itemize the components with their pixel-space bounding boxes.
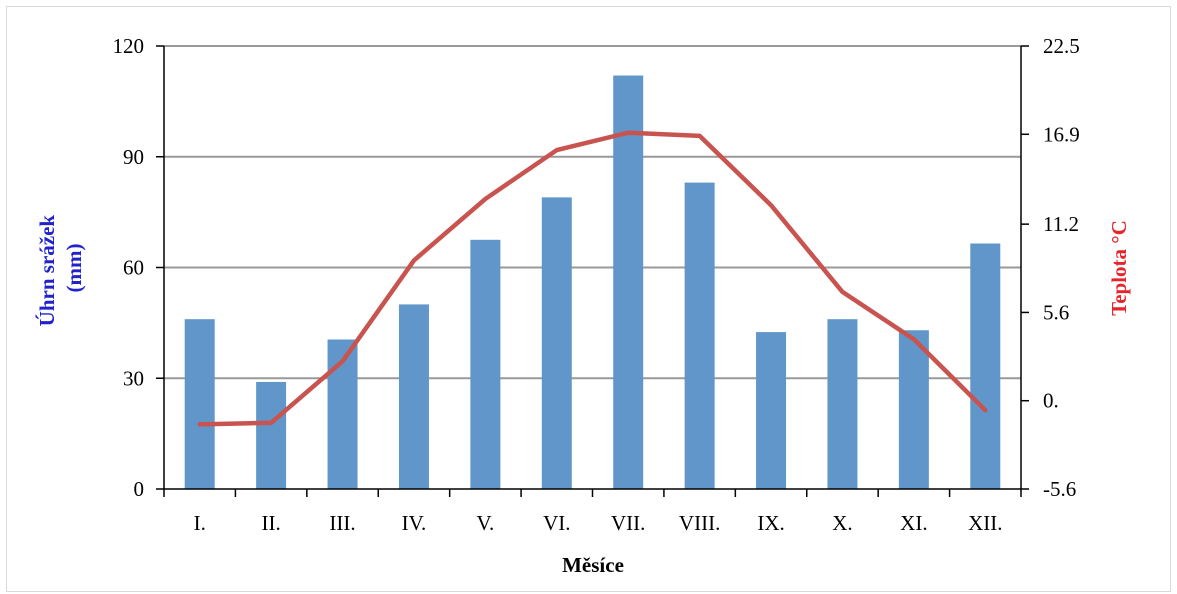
y-left-tick-label: 30	[123, 366, 144, 390]
y-right-tick-label: -5.6	[1043, 477, 1076, 501]
bar	[541, 197, 572, 489]
x-tick-label: II.	[262, 511, 281, 535]
line-series	[197, 130, 988, 427]
y-right-tick-label: 22.5	[1043, 34, 1080, 58]
y-axis-right-title: Teplota °C	[1107, 220, 1131, 316]
y-right-tick-label: 5.6	[1043, 300, 1069, 324]
bar	[470, 239, 501, 489]
y-left-tick-label: 60	[123, 256, 144, 280]
x-tick-labels: I. II. III. IV. V. VI. VII. VIII. IX. X. XI. XII.	[194, 511, 1003, 535]
y-axis-left-title: Úhrn srážek (mm)	[35, 210, 86, 327]
bar	[184, 319, 215, 489]
left-tick-labels: 0 30 60 90 120	[113, 34, 145, 501]
y-left-tick-label: 120	[113, 34, 145, 58]
y-axis-left-title-line-2: (mm)	[62, 244, 86, 293]
x-axis-title: Měsíce	[562, 553, 624, 577]
temperature-line	[197, 130, 988, 427]
bar	[827, 319, 858, 489]
x-tick-label: VIII.	[679, 511, 720, 535]
x-tick-label: I.	[194, 511, 206, 535]
right-tick-labels: -5.6 0. 5.6 11.2 16.9 22.5	[1043, 34, 1080, 501]
bar	[898, 330, 929, 489]
gridlines	[164, 45, 1021, 380]
bar	[613, 75, 644, 490]
y-axis-left-title-line-1: Úhrn srážek	[35, 215, 59, 327]
bar	[756, 332, 787, 489]
bar	[256, 381, 287, 489]
axes	[156, 45, 1029, 497]
x-tick-label: X.	[832, 511, 852, 535]
y-right-tick-label: 16.9	[1043, 122, 1080, 146]
y-right-tick-label: 11.2	[1043, 212, 1079, 236]
x-tick-label: IX.	[757, 511, 784, 535]
x-tick-label: III.	[329, 511, 355, 535]
x-tick-label: XI.	[900, 511, 927, 535]
x-tick-label: XII.	[968, 511, 1002, 535]
x-tick-label: VII.	[611, 511, 645, 535]
bar	[327, 339, 358, 489]
y-left-tick-label: 0	[134, 477, 145, 501]
y-left-tick-label: 90	[123, 145, 144, 169]
x-tick-label: IV.	[402, 511, 427, 535]
bars	[184, 75, 1001, 490]
bar	[684, 182, 715, 489]
bar	[970, 243, 1001, 489]
x-tick-label: VI.	[543, 511, 570, 535]
bar	[398, 304, 429, 489]
x-tick-label: V.	[477, 511, 495, 535]
y-right-tick-label: 0.	[1043, 389, 1059, 413]
